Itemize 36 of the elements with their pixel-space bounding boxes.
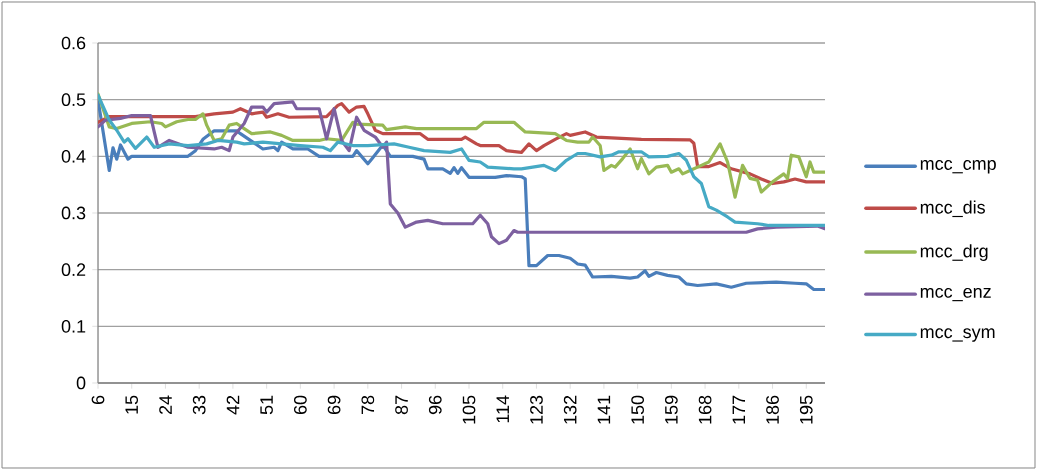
x-tick-label: 78	[361, 395, 375, 415]
x-tick-label: 177	[732, 395, 746, 424]
legend-label: mcc_enz	[920, 287, 991, 302]
x-tick-label: 105	[462, 395, 476, 424]
x-tick-label: 114	[496, 395, 509, 423]
x-tick-label: 123	[530, 395, 543, 424]
legend-label: mcc_dis	[920, 200, 985, 218]
line-series	[98, 100, 825, 246]
y-tick-label: 0.5	[61, 93, 86, 107]
x-tick-label: 159	[664, 395, 678, 424]
x-tick-label: 96	[428, 395, 442, 415]
x-tick-label: 60	[294, 395, 307, 415]
y-tick-label: 0.4	[61, 149, 86, 163]
x-tick-label: 51	[260, 395, 273, 415]
x-tick-label: 33	[192, 395, 206, 415]
y-tick-label: 0	[76, 376, 86, 390]
y-tick-label: 0.2	[61, 263, 86, 277]
legend-label: mcc_drg	[920, 244, 988, 261]
x-tick-label: 87	[395, 395, 408, 415]
line-series	[98, 92, 825, 199]
legend-label: mcc_cmp	[920, 160, 996, 174]
x-tick-label: 42	[226, 395, 240, 415]
x-tick-label: 195	[799, 395, 813, 424]
y-tick-label: 0.6	[61, 36, 86, 50]
x-tick-label: 168	[698, 395, 712, 424]
x-tick-label: 132	[563, 395, 577, 424]
x-tick-label: 150	[631, 395, 644, 424]
x-tick-label: 6	[91, 395, 105, 405]
x-tick-label: 24	[159, 395, 172, 415]
x-tick-label: 15	[125, 395, 139, 414]
y-tick-label: 0.1	[61, 319, 86, 333]
x-tick-label: 141	[597, 395, 611, 424]
x-tick-label: 69	[327, 395, 341, 415]
legend-label: mcc_sym	[920, 328, 995, 342]
x-tick-label: 186	[766, 395, 779, 424]
y-tick-label: 0.3	[61, 206, 86, 220]
